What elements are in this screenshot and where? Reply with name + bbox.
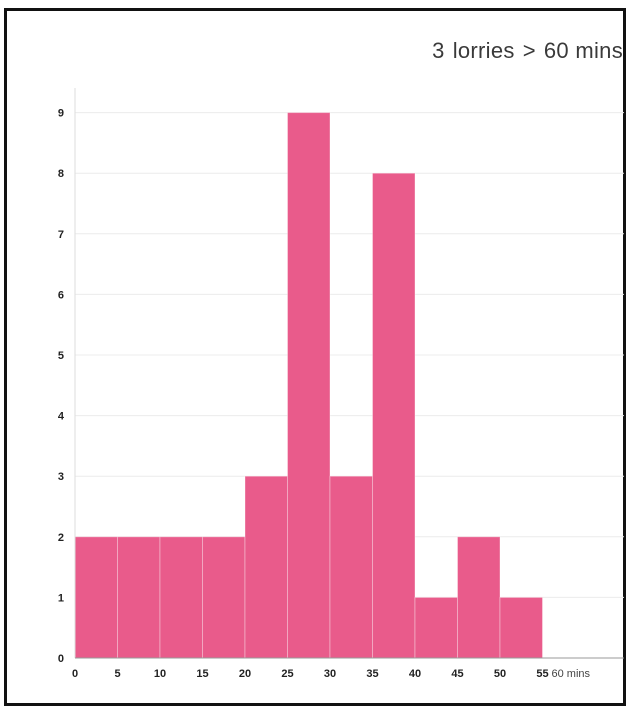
x-tick-label: 20 bbox=[239, 668, 251, 680]
bar-50-55 bbox=[499, 596, 543, 659]
x-tick-label: 55 bbox=[536, 668, 548, 680]
bar-25-30 bbox=[287, 112, 331, 659]
x-tick-label: 30 bbox=[324, 668, 336, 680]
x-tick-label: 5 bbox=[114, 668, 120, 680]
bar-5-10 bbox=[117, 536, 161, 659]
x-tick-label: 0 bbox=[72, 668, 78, 680]
y-tick-label: 5 bbox=[58, 350, 64, 362]
bar-0-5 bbox=[74, 536, 118, 659]
y-tick-label: 4 bbox=[58, 411, 65, 423]
title-count: 3 bbox=[432, 38, 445, 63]
bars bbox=[74, 112, 543, 659]
x-tick-label: 15 bbox=[196, 668, 208, 680]
x-tick-label: 35 bbox=[366, 668, 378, 680]
x-tick-label: 50 bbox=[494, 668, 506, 680]
title-subject: lorries bbox=[452, 38, 515, 63]
y-tick-label: 3 bbox=[58, 471, 64, 483]
y-tick-label: 2 bbox=[58, 532, 64, 544]
y-tick-label: 1 bbox=[58, 592, 64, 604]
chart-title: 3 lorries >60 mins bbox=[432, 38, 623, 64]
bar-35-40 bbox=[372, 172, 416, 659]
y-axis-ticks: 0 1 2 3 4 5 6 7 8 9 bbox=[58, 108, 65, 665]
y-tick-label: 0 bbox=[58, 653, 64, 665]
x-tick-label: 10 bbox=[154, 668, 166, 680]
title-threshold: 60 mins bbox=[543, 38, 623, 63]
y-tick-label: 9 bbox=[58, 108, 64, 120]
bar-30-35 bbox=[329, 475, 373, 659]
bar-15-20 bbox=[202, 536, 246, 659]
x-tick-label-last: 60 mins bbox=[552, 668, 591, 680]
y-tick-label: 8 bbox=[58, 168, 64, 180]
bar-45-50 bbox=[457, 536, 501, 659]
x-axis-ticks: 0 5 10 15 20 25 30 35 40 45 50 55 60 mins bbox=[72, 668, 591, 680]
x-tick-label: 45 bbox=[451, 668, 463, 680]
y-tick-label: 7 bbox=[58, 229, 64, 241]
title-operator: > bbox=[522, 38, 536, 63]
bar-40-45 bbox=[414, 596, 458, 659]
bar-20-25 bbox=[244, 475, 288, 659]
x-tick-label: 25 bbox=[281, 668, 293, 680]
bar-10-15 bbox=[159, 536, 203, 659]
x-tick-label: 40 bbox=[409, 668, 421, 680]
y-tick-label: 6 bbox=[58, 289, 64, 301]
